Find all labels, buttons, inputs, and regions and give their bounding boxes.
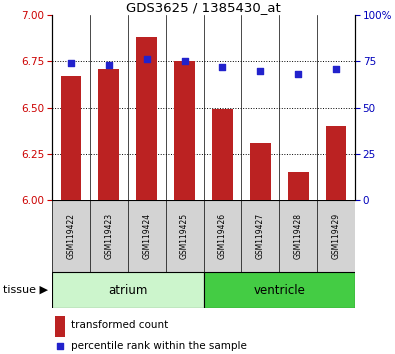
Point: [181, 58, 188, 64]
Bar: [241, 200, 279, 272]
Title: GDS3625 / 1385430_at: GDS3625 / 1385430_at: [126, 1, 281, 14]
Text: ventricle: ventricle: [253, 284, 305, 297]
Bar: [55, 316, 65, 337]
Bar: [128, 200, 166, 272]
Bar: [90, 200, 128, 272]
Text: GSM119425: GSM119425: [180, 213, 189, 259]
Bar: [203, 200, 241, 272]
Point: [333, 66, 339, 72]
Text: atrium: atrium: [108, 284, 147, 297]
Text: GSM119422: GSM119422: [66, 213, 75, 259]
Bar: [250, 143, 271, 200]
Bar: [98, 69, 119, 200]
Bar: [166, 200, 203, 272]
Point: [143, 57, 150, 62]
Text: GSM119428: GSM119428: [294, 213, 303, 259]
Bar: [212, 109, 233, 200]
Text: GSM119426: GSM119426: [218, 213, 227, 259]
Bar: [288, 172, 308, 200]
Point: [257, 68, 263, 73]
Text: transformed count: transformed count: [71, 320, 168, 331]
Text: GSM119424: GSM119424: [142, 213, 151, 259]
Text: tissue ▶: tissue ▶: [3, 285, 48, 295]
Text: percentile rank within the sample: percentile rank within the sample: [71, 341, 247, 351]
Bar: [136, 37, 157, 200]
Text: GSM119423: GSM119423: [104, 213, 113, 259]
Point: [68, 60, 74, 66]
Bar: [52, 272, 203, 308]
Bar: [203, 272, 355, 308]
Point: [295, 72, 301, 77]
Point: [57, 343, 63, 349]
Bar: [52, 200, 90, 272]
Text: GSM119427: GSM119427: [256, 213, 265, 259]
Bar: [60, 76, 81, 200]
Point: [219, 64, 226, 70]
Bar: [317, 200, 355, 272]
Point: [105, 62, 112, 68]
Bar: [174, 61, 195, 200]
Text: GSM119429: GSM119429: [331, 213, 340, 259]
Bar: [325, 126, 346, 200]
Bar: [279, 200, 317, 272]
